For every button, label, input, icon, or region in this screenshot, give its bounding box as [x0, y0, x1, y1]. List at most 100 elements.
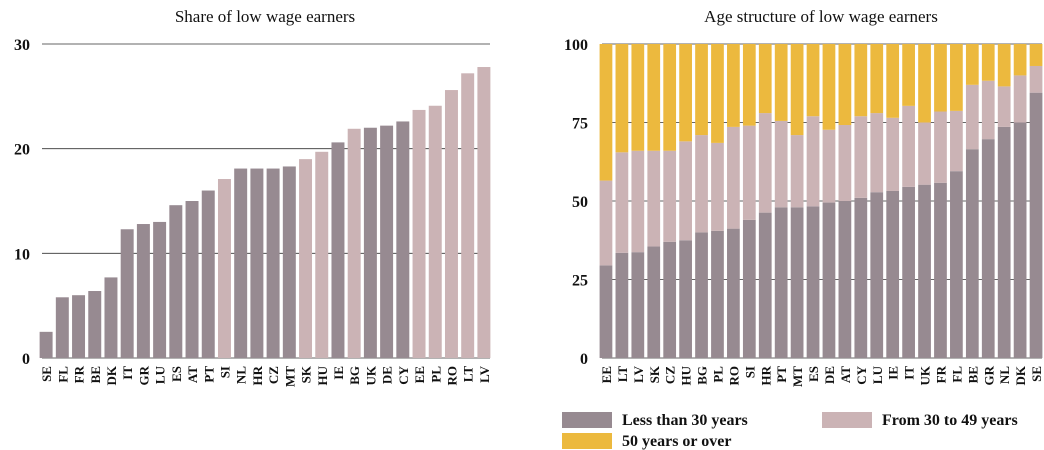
- bar: [266, 168, 280, 358]
- bar-segment: [822, 44, 836, 130]
- y-tick-label: 10: [14, 246, 30, 263]
- x-tick-label: LT: [461, 366, 476, 382]
- bar: [428, 105, 442, 359]
- x-tick-label: IE: [331, 366, 346, 380]
- bar-segment: [615, 252, 629, 358]
- x-tick-label: DE: [380, 366, 395, 384]
- x-tick-label: EE: [412, 366, 427, 383]
- x-tick-label: SE: [1029, 366, 1044, 382]
- bar-segment: [758, 113, 772, 213]
- bar-segment: [870, 113, 884, 193]
- bar-segment: [934, 111, 947, 183]
- bar-segment: [997, 126, 1011, 359]
- bar-segment: [615, 44, 629, 153]
- x-tick-label: RO: [726, 366, 741, 386]
- bar-segment: [934, 182, 947, 358]
- x-tick-label: PT: [774, 366, 789, 383]
- bar-segment: [758, 212, 772, 358]
- bar-segment: [599, 180, 613, 266]
- y-tick-label: 100: [564, 37, 588, 54]
- x-tick-label: CY: [396, 365, 411, 384]
- legend-label: From 30 to 49 years: [882, 412, 1018, 429]
- x-tick-label: SI: [742, 366, 757, 378]
- bar-segment: [1029, 65, 1043, 93]
- bar-segment: [615, 152, 629, 253]
- x-tick-label: IT: [120, 366, 135, 380]
- x-tick-label: ES: [169, 366, 184, 382]
- bar-segment: [806, 206, 820, 358]
- x-tick-label: GR: [136, 365, 151, 385]
- bar: [315, 151, 329, 358]
- bar-segment: [854, 116, 868, 198]
- bar-segment: [790, 135, 804, 208]
- x-tick-label: GR: [981, 365, 996, 385]
- bar-segment: [790, 207, 804, 358]
- y-tick-label: 25: [572, 273, 588, 290]
- bar: [363, 127, 377, 358]
- bar-segment: [950, 44, 963, 111]
- bar-segment: [965, 44, 979, 85]
- bar-segment: [727, 44, 740, 127]
- x-tick-label: DK: [1013, 365, 1028, 385]
- bar-segment: [663, 241, 677, 358]
- x-tick-label: RO: [444, 366, 459, 386]
- legend-label: Less than 30 years: [622, 412, 748, 429]
- y-tick-label: 0: [22, 351, 30, 368]
- x-tick-label: SI: [217, 366, 232, 378]
- bar: [282, 166, 296, 358]
- bar-segment: [918, 44, 931, 123]
- y-tick-label: 0: [580, 351, 588, 368]
- x-tick-label: HR: [758, 365, 773, 385]
- legend-swatch: [562, 412, 612, 428]
- bar-segment: [631, 150, 645, 253]
- bar: [201, 190, 215, 358]
- bar: [347, 128, 361, 358]
- bar: [169, 205, 183, 358]
- bar-segment: [679, 240, 692, 358]
- bar-segment: [997, 44, 1011, 87]
- bar-segment: [886, 44, 900, 118]
- x-tick-label: PT: [201, 366, 216, 383]
- bar-segment: [647, 44, 661, 151]
- bar-segment: [965, 84, 979, 150]
- x-tick-label: HR: [250, 365, 265, 385]
- x-tick-label: UK: [363, 365, 378, 385]
- bar: [72, 295, 86, 358]
- legend-swatch: [562, 433, 612, 449]
- bar-segment: [950, 110, 963, 172]
- bar-segment: [695, 135, 708, 233]
- x-tick-label: DE: [822, 366, 837, 384]
- x-tick-label: LV: [631, 365, 646, 382]
- bar-segment: [599, 44, 613, 181]
- bar-segment: [886, 117, 900, 191]
- x-tick-label: FR: [933, 365, 948, 383]
- x-tick-label: BG: [695, 366, 710, 385]
- x-tick-label: UK: [918, 365, 933, 385]
- x-tick-label: BE: [965, 366, 980, 383]
- bar-segment: [950, 171, 963, 358]
- bar-segment: [902, 105, 915, 187]
- bar-segment: [758, 44, 772, 114]
- x-tick-label: DK: [104, 365, 119, 385]
- x-tick-label: FR: [72, 365, 87, 383]
- bar-segment: [599, 265, 613, 358]
- x-tick-label: IE: [886, 366, 901, 380]
- bar-segment: [806, 116, 820, 207]
- bar-segment: [918, 184, 931, 358]
- legend-swatch: [822, 412, 872, 428]
- x-tick-label: LV: [477, 365, 492, 382]
- x-tick-label: CY: [854, 365, 869, 384]
- bar-segment: [742, 219, 756, 358]
- bar-segment: [902, 44, 915, 106]
- x-tick-label: LU: [870, 365, 885, 384]
- bar-segment: [647, 150, 661, 247]
- x-tick-label: AT: [185, 366, 200, 383]
- bar-segment: [679, 141, 692, 241]
- bar-segment: [663, 150, 677, 242]
- bar-segment: [631, 252, 645, 358]
- bar-segment: [854, 44, 868, 117]
- bar: [380, 125, 394, 358]
- bar: [461, 73, 475, 358]
- x-tick-label: SK: [647, 365, 662, 383]
